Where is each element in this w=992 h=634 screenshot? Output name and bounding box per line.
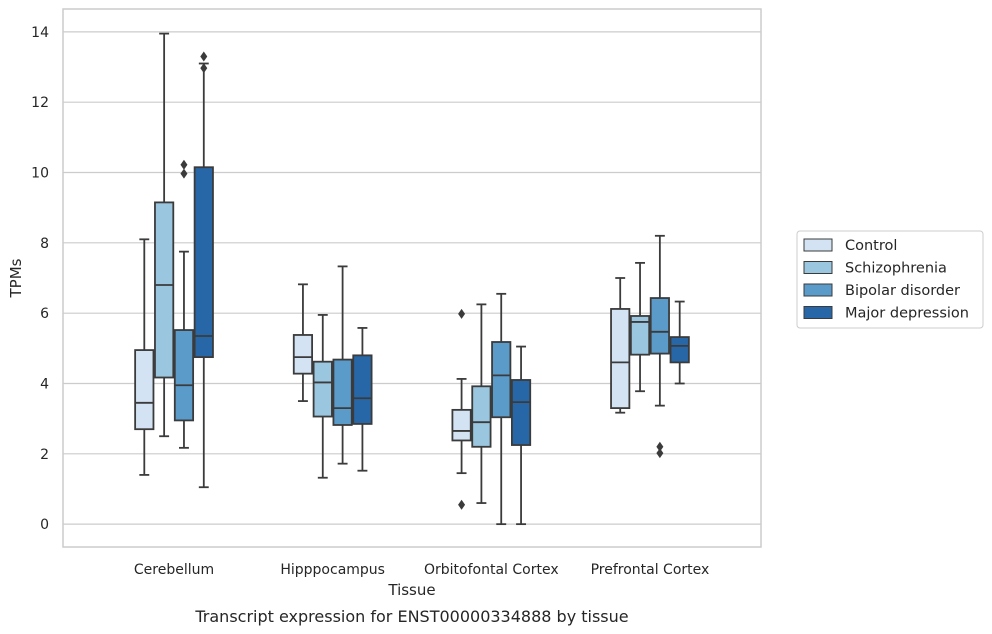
y-tick-label: 14 xyxy=(31,25,49,41)
legend-swatch xyxy=(803,283,833,297)
outlier-point xyxy=(656,448,664,459)
iqr-box xyxy=(154,201,175,379)
outlier-point xyxy=(458,308,466,319)
box-bipolar-disorder xyxy=(173,159,195,449)
iqr-box xyxy=(649,297,670,355)
outlier-point xyxy=(180,168,188,179)
legend-label: Schizophrenia xyxy=(845,261,947,277)
iqr-box xyxy=(491,341,512,419)
box-major-depression xyxy=(352,327,373,472)
y-axis-label: TPMs xyxy=(7,258,25,298)
outlier-point xyxy=(200,51,208,62)
iqr-box xyxy=(292,334,314,375)
legend-swatch xyxy=(803,306,833,319)
box-schizophrenia xyxy=(629,261,651,393)
iqr-box xyxy=(134,349,155,431)
y-tick-label: 8 xyxy=(40,236,49,252)
box-schizophrenia xyxy=(154,32,175,438)
x-tick-label: Cerebellum xyxy=(134,562,214,578)
iqr-box xyxy=(312,360,333,418)
iqr-box xyxy=(471,385,492,448)
box-major-depression xyxy=(193,51,214,489)
legend-swatch xyxy=(803,261,833,274)
iqr-box xyxy=(173,329,195,422)
plot-frame xyxy=(62,8,762,548)
y-tick-label: 10 xyxy=(31,166,49,182)
iqr-box xyxy=(451,408,472,442)
x-tick-label: Prefrontal Cortex xyxy=(591,562,710,578)
box-major-depression xyxy=(669,300,690,385)
x-tick-labels: Cerebellum Hipppocampus Orbitofontal Corte… xyxy=(134,562,709,578)
box-schizophrenia xyxy=(471,303,492,504)
iqr-box xyxy=(193,166,214,359)
x-axis-label: Tissue xyxy=(387,581,435,599)
box-bipolar-disorder xyxy=(332,265,353,465)
x-tick-label: Hipppocampus xyxy=(280,562,385,578)
legend-frame xyxy=(796,230,984,329)
legend-label: Major depression xyxy=(845,306,969,322)
outlier-point xyxy=(458,499,466,510)
iqr-box xyxy=(669,336,690,364)
box-control xyxy=(292,283,314,402)
iqr-box xyxy=(510,379,532,446)
box-schizophrenia xyxy=(312,314,333,479)
iqr-box xyxy=(352,354,373,425)
y-tick-label: 12 xyxy=(31,95,49,111)
y-tick-label: 2 xyxy=(40,447,49,463)
box-control xyxy=(610,277,631,414)
y-tick-labels: 0 2 4 6 8 10 12 14 xyxy=(31,25,49,533)
legend: Control Schizophrenia Bipolar disorder Majo… xyxy=(796,230,984,329)
y-tick-label: 0 xyxy=(40,517,49,533)
legend-swatch xyxy=(803,238,833,252)
box-bipolar-disorder xyxy=(649,234,670,459)
box-bipolar-disorder xyxy=(491,292,512,526)
iqr-box xyxy=(610,308,631,410)
y-tick-label: 6 xyxy=(40,306,49,322)
box-control xyxy=(451,308,472,510)
iqr-box xyxy=(332,358,353,426)
chart-caption: Transcript expression for ENST0000033488… xyxy=(194,607,628,626)
box-major-depression xyxy=(510,345,532,526)
outlier-point xyxy=(180,159,188,170)
box-control xyxy=(134,238,155,476)
iqr-box xyxy=(629,315,651,356)
outlier-point xyxy=(656,441,664,452)
box-groups xyxy=(134,32,690,526)
outlier-point xyxy=(200,63,208,74)
legend-label: Bipolar disorder xyxy=(845,283,960,299)
y-tick-label: 4 xyxy=(40,376,49,392)
x-tick-label: Orbitofontal Cortex xyxy=(424,562,559,578)
legend-label: Control xyxy=(845,238,897,254)
